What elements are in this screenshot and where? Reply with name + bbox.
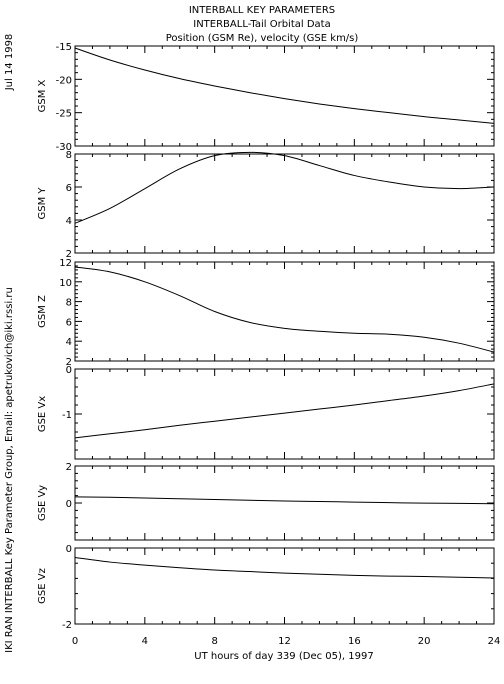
chart-title-line-1: INTERBALL KEY PARAMETERS (189, 5, 335, 16)
panel-5: 0 -2 GSE Vz (37, 544, 495, 631)
chart-title-line-3: Position (GSM Re), velocity (GSE km/s) (166, 33, 359, 44)
y-tick-label: 2 (66, 462, 72, 473)
y-tick-label: 2 (66, 357, 72, 368)
panel-frame (74, 368, 495, 460)
series-line-gsm-z (74, 266, 495, 353)
y-tick-label: 0 (66, 365, 72, 376)
series-line-gsm-x (74, 47, 495, 124)
x-tick-label: 12 (278, 636, 291, 647)
series-line-gse-vy (74, 496, 495, 505)
y-tick-label: -2 (62, 620, 72, 631)
side-date: Jul 14 1998 (4, 34, 15, 92)
x-tick-label: 20 (418, 636, 431, 647)
x-tick-label: 16 (348, 636, 361, 647)
y-tick-label: 8 (66, 298, 72, 309)
panel-4: 2 0 GSE Vy (37, 462, 495, 541)
chart-title-line-2: INTERBALL-Tail Orbital Data (193, 19, 330, 30)
y-tick-label: -15 (56, 42, 72, 53)
panel-frame (74, 261, 495, 362)
y-axis-label: GSE Vy (37, 485, 48, 521)
y-axis-label: GSM Y (37, 187, 48, 220)
y-tick-label: 0 (66, 544, 72, 555)
y-axis-label: GSE Vz (37, 568, 48, 604)
y-tick-label: 12 (59, 258, 72, 269)
x-axis-label: UT hours of day 339 (Dec 05), 1997 (194, 651, 373, 662)
y-tick-label: -25 (56, 109, 72, 120)
y-tick-label: 8 (66, 150, 72, 161)
y-tick-label: -30 (56, 142, 72, 153)
side-credit: IKI RAN INTERBALL Key Parameter Group, E… (4, 287, 15, 653)
y-tick-label: 10 (59, 278, 72, 289)
series-line-gsm-y (74, 151, 495, 224)
y-tick-label: 2 (66, 249, 72, 260)
y-tick-label: 4 (66, 337, 72, 348)
panel-frame (74, 547, 495, 625)
panel-1: 8 6 4 2 GSM Y (37, 150, 495, 260)
panel-0: -15 -20 -25 -30 GSM X (37, 42, 495, 153)
y-axis-label: GSE Vx (37, 396, 48, 432)
series-line-gse-vz (74, 557, 495, 579)
panel-frame (74, 45, 495, 147)
x-tick-label: 24 (488, 636, 501, 647)
y-tick-label: 4 (66, 216, 72, 227)
y-tick-label: 0 (66, 499, 72, 510)
x-tick-label: 8 (211, 636, 217, 647)
panel-2: 12 10 8 6 4 2 GSM Z (37, 258, 495, 368)
y-axis-label: GSM Z (37, 295, 48, 328)
y-tick-label: 6 (66, 317, 72, 328)
x-tick-label: 4 (142, 636, 148, 647)
series-line-gse-vx (74, 383, 495, 439)
y-tick-label: -1 (62, 410, 72, 421)
x-tick-label: 0 (72, 636, 78, 647)
panel-frame (74, 153, 495, 254)
y-axis-label: GSM X (37, 79, 48, 112)
panel-3: 0 -1 GSE Vx (37, 365, 495, 460)
y-tick-label: -20 (56, 75, 72, 86)
y-tick-label: 6 (66, 183, 72, 194)
